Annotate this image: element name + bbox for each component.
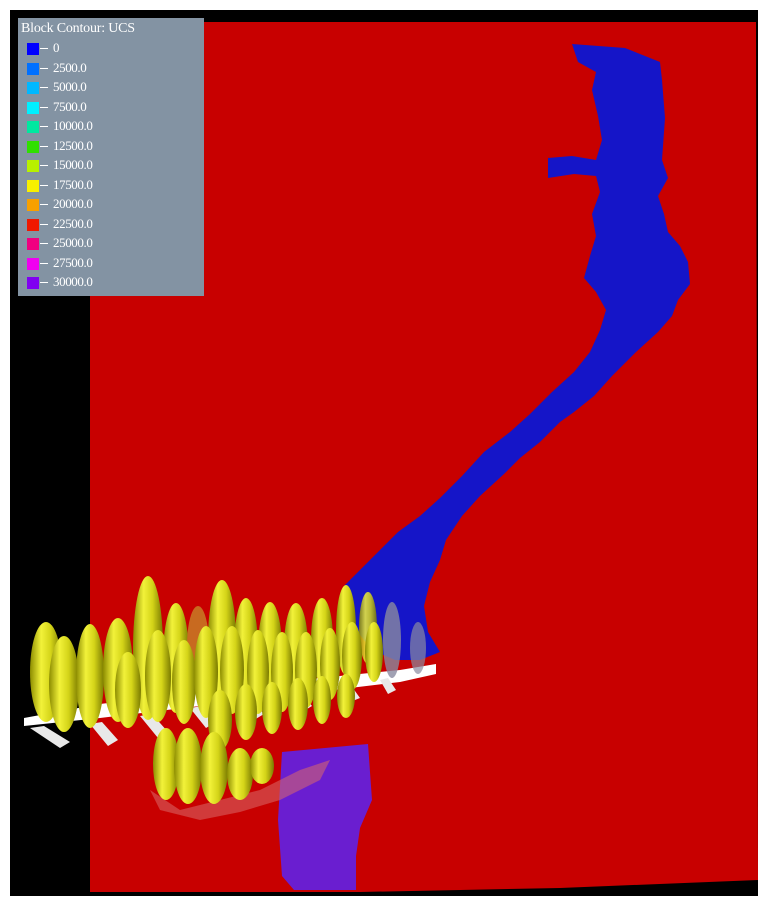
pillar-group-front [30, 618, 383, 750]
legend-tick [40, 145, 48, 147]
legend-item: 7500.0 [21, 98, 204, 118]
legend-label: 10000.0 [53, 118, 93, 133]
legend-label: 12500.0 [53, 137, 93, 153]
legend-item: 22500.0 [21, 215, 204, 235]
legend-swatch [27, 43, 39, 55]
legend-label: 7500.0 [53, 98, 87, 114]
legend-item: 2500.0 [21, 59, 204, 79]
legend-swatch [27, 199, 39, 211]
legend-label: 17500.0 [53, 176, 93, 192]
legend-swatch [27, 238, 39, 250]
legend-label: 2500.0 [53, 59, 87, 75]
legend-item: 12500.0 [21, 137, 204, 157]
legend-label: 22500.0 [53, 215, 93, 231]
legend-tick [40, 48, 48, 49]
legend-item: 10000.0 [21, 117, 204, 137]
legend-swatch [27, 257, 39, 270]
legend-swatch [27, 160, 39, 172]
legend-item: 17500.0 [21, 176, 204, 196]
legend-title: Block Contour: UCS [21, 21, 135, 36]
legend-item: 0 [21, 39, 204, 59]
legend-tick [40, 87, 48, 88]
legend-label: 30000.0 [53, 274, 93, 289]
legend-tick [40, 106, 48, 108]
legend-tick [40, 67, 48, 69]
legend-swatch [27, 179, 39, 192]
legend-label: 27500.0 [53, 254, 93, 270]
contour-legend: Block Contour: UCS 0 2500.0 5000.0 7500.0 10… [18, 18, 204, 296]
legend-label: 0 [53, 40, 60, 55]
legend-item: 15000.0 [21, 156, 204, 176]
legend-item: 27500.0 [21, 254, 204, 274]
legend-item: 30000.0 [21, 273, 204, 293]
legend-tick [40, 282, 48, 283]
pillar-group-lower [153, 728, 274, 804]
legend-tick [40, 223, 48, 225]
legend-tick [40, 204, 48, 205]
legend-swatch [27, 82, 39, 94]
legend-tick [40, 262, 48, 264]
legend-swatch [27, 62, 39, 75]
legend-label: 20000.0 [53, 196, 93, 211]
legend-label: 5000.0 [53, 79, 87, 94]
legend-tick [40, 243, 48, 244]
legend-swatch [27, 121, 39, 133]
legend-item: 25000.0 [21, 234, 204, 254]
legend-swatch [27, 101, 39, 114]
legend-item: 20000.0 [21, 195, 204, 215]
legend-label: 25000.0 [53, 235, 93, 250]
legend-tick [40, 165, 48, 166]
legend-swatch [27, 140, 39, 153]
legend-label: 15000.0 [53, 157, 93, 172]
legend-list: 0 2500.0 5000.0 7500.0 10000.0 12500.0 15000.0… [21, 39, 204, 293]
legend-swatch [27, 218, 39, 231]
low-ucs-zone [344, 44, 690, 660]
legend-tick [40, 126, 48, 127]
legend-tick [40, 184, 48, 186]
legend-swatch [27, 277, 39, 289]
legend-item: 5000.0 [21, 78, 204, 98]
